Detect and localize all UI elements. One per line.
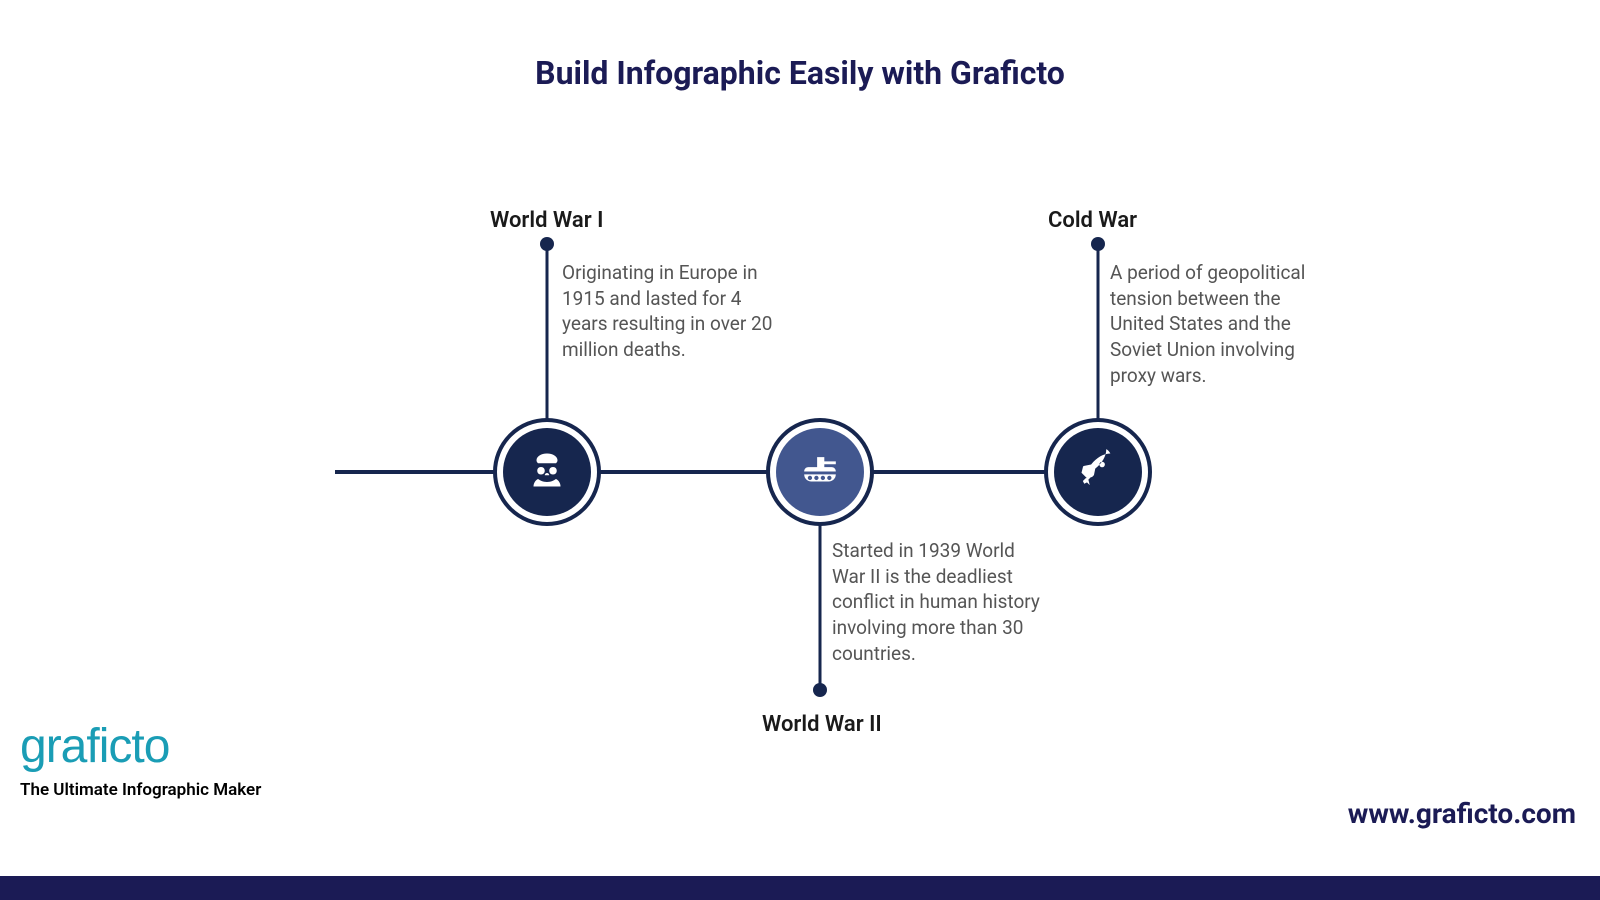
logo-text: graficto bbox=[20, 719, 261, 774]
timeline-node-ww1 bbox=[503, 428, 591, 516]
bottom-bar bbox=[0, 876, 1600, 900]
website-url: www.graficto.com bbox=[1348, 797, 1576, 830]
timeline-dot bbox=[813, 683, 827, 697]
brand-logo: graficto The Ultimate Infographic Maker bbox=[20, 719, 261, 800]
event-description-ww2: Started in 1939 World War II is the dead… bbox=[832, 538, 1047, 666]
timeline-node-coldwar bbox=[1054, 428, 1142, 516]
event-description-ww1: Originating in Europe in 1915 and lasted… bbox=[562, 260, 777, 363]
tank-icon bbox=[797, 447, 843, 497]
rocket-icon bbox=[1076, 448, 1120, 496]
timeline-node-ww2 bbox=[776, 428, 864, 516]
soldier-icon bbox=[523, 446, 571, 498]
event-title-ww2: World War II bbox=[762, 712, 882, 737]
timeline-dot bbox=[540, 237, 554, 251]
logo-tagline: The Ultimate Infographic Maker bbox=[20, 780, 261, 800]
timeline-dot bbox=[1091, 237, 1105, 251]
event-title-ww1: World War I bbox=[490, 208, 603, 233]
event-description-coldwar: A period of geopolitical tension between… bbox=[1110, 260, 1325, 388]
event-title-coldwar: Cold War bbox=[1048, 208, 1137, 233]
